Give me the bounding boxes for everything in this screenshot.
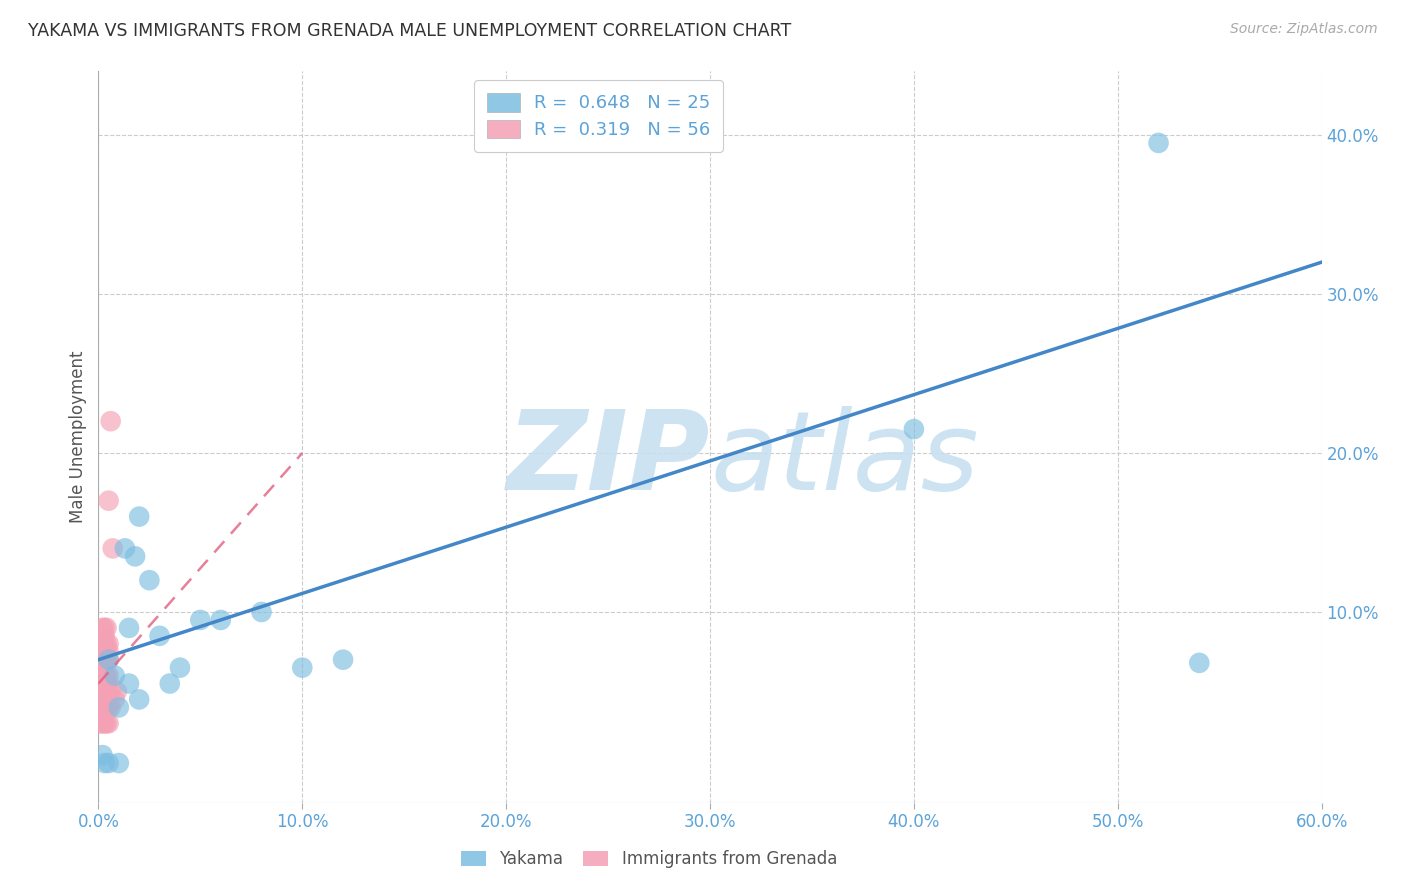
Point [291, 660, 314, 674]
Point [91, 621, 114, 635]
Point [101, 541, 124, 556]
Point [97, 700, 120, 714]
Point [89, 668, 111, 682]
Point [96, 637, 118, 651]
Point [903, 422, 925, 436]
Point [91, 653, 114, 667]
Point [97, 493, 120, 508]
Point [97, 676, 120, 690]
Point [105, 684, 128, 698]
Point [89, 653, 111, 667]
Text: Source: ZipAtlas.com: Source: ZipAtlas.com [1230, 22, 1378, 37]
Point [91, 668, 114, 682]
Point [118, 676, 141, 690]
Point [169, 660, 191, 674]
Point [114, 541, 136, 556]
Point [118, 621, 141, 635]
Point [100, 700, 122, 714]
Point [93, 637, 115, 651]
Point [93, 660, 115, 674]
Point [188, 613, 212, 627]
Point [93, 756, 115, 770]
Point [108, 700, 131, 714]
Point [93, 629, 115, 643]
Point [89, 668, 111, 682]
Point [93, 653, 115, 667]
Point [97, 684, 120, 698]
Point [91, 668, 114, 682]
Point [250, 605, 273, 619]
Point [93, 645, 115, 659]
Point [1147, 136, 1170, 150]
Point [93, 716, 115, 731]
Point [91, 748, 114, 763]
Point [104, 692, 127, 706]
Point [89, 684, 111, 698]
Point [93, 684, 115, 698]
Point [93, 621, 115, 635]
Point [91, 684, 114, 698]
Point [93, 700, 115, 714]
Point [91, 700, 114, 714]
Point [91, 637, 114, 651]
Point [97, 756, 120, 770]
Point [91, 684, 114, 698]
Point [96, 621, 118, 635]
Point [89, 637, 111, 651]
Y-axis label: Male Unemployment: Male Unemployment [69, 351, 87, 524]
Point [89, 716, 111, 731]
Point [91, 716, 114, 731]
Text: YAKAMA VS IMMIGRANTS FROM GRENADA MALE UNEMPLOYMENT CORRELATION CHART: YAKAMA VS IMMIGRANTS FROM GRENADA MALE U… [28, 22, 792, 40]
Point [96, 684, 118, 698]
Point [124, 549, 146, 564]
Point [149, 629, 172, 643]
Point [89, 700, 111, 714]
Point [108, 756, 131, 770]
Point [96, 716, 118, 731]
Point [332, 653, 354, 667]
Point [128, 509, 150, 524]
Legend: Yakama, Immigrants from Grenada: Yakama, Immigrants from Grenada [454, 844, 844, 875]
Point [93, 684, 115, 698]
Point [97, 645, 120, 659]
Text: atlas: atlas [710, 406, 979, 513]
Point [96, 653, 118, 667]
Point [97, 716, 120, 731]
Text: ZIP: ZIP [506, 406, 710, 513]
Point [89, 684, 111, 698]
Point [1188, 656, 1211, 670]
Point [96, 645, 118, 659]
Point [91, 653, 114, 667]
Point [97, 637, 120, 651]
Point [89, 700, 111, 714]
Point [128, 692, 150, 706]
Point [159, 676, 181, 690]
Point [93, 676, 115, 690]
Point [93, 668, 115, 682]
Point [104, 668, 127, 682]
Point [100, 414, 122, 428]
Point [96, 668, 118, 682]
Point [100, 684, 122, 698]
Point [97, 653, 120, 667]
Point [138, 573, 160, 587]
Point [97, 653, 120, 667]
Point [96, 700, 118, 714]
Point [91, 700, 114, 714]
Point [97, 668, 120, 682]
Point [93, 700, 115, 714]
Point [209, 613, 232, 627]
